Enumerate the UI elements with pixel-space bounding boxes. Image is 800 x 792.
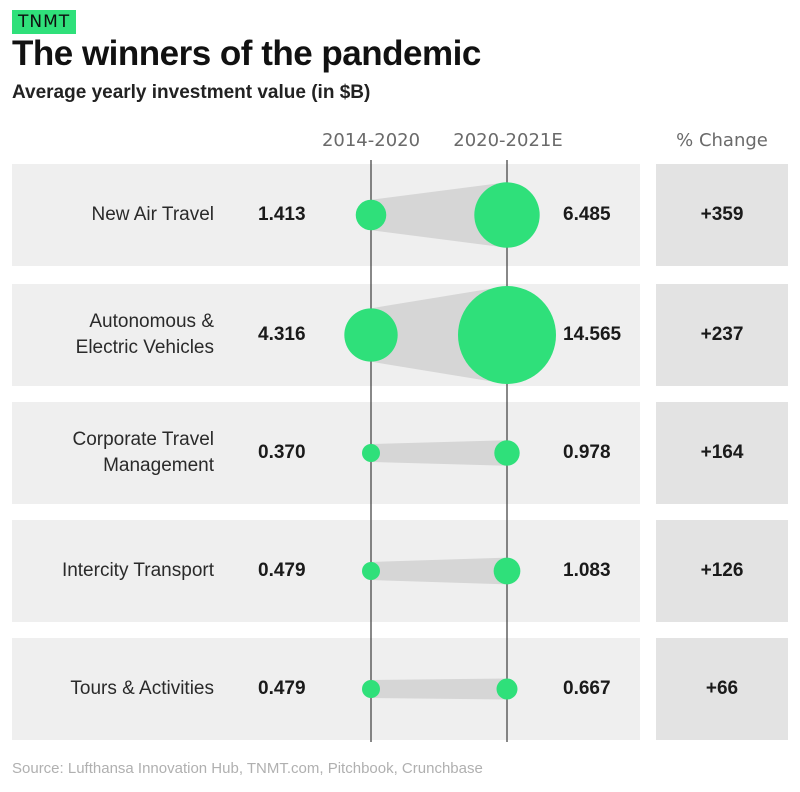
source-note: Source: Lufthansa Innovation Hub, TNMT.c… xyxy=(12,760,483,777)
bubble-2020-2021e xyxy=(458,286,556,384)
percent-change-value: +164 xyxy=(656,402,788,504)
row-background xyxy=(12,520,640,622)
value-2014-2020: 0.479 xyxy=(258,678,306,699)
category-label-line: Intercity Transport xyxy=(61,560,214,581)
percent-change-value: +237 xyxy=(656,284,788,386)
connector-band xyxy=(371,557,507,585)
category-label-line: Autonomous & xyxy=(89,311,214,332)
row-background xyxy=(12,638,640,740)
chart-subtitle: Average yearly investment value (in $B) xyxy=(12,82,371,103)
category-label-line: Corporate Travel xyxy=(72,429,214,450)
bubble-2020-2021e xyxy=(493,557,521,585)
bubble-2014-2020 xyxy=(355,199,387,231)
column-header-2020-2021e: 2020-2021E xyxy=(453,130,563,151)
value-2014-2020: 0.479 xyxy=(258,560,306,581)
value-2020-2021e: 14.565 xyxy=(563,324,622,345)
column-header-percent-change: % Change xyxy=(676,130,768,151)
category-label: Intercity Transport xyxy=(12,520,214,622)
bubble-2020-2021e xyxy=(474,182,540,248)
value-2020-2021e: 6.485 xyxy=(563,204,611,225)
bubble-2014-2020 xyxy=(362,562,380,580)
bubble-2020-2021e xyxy=(496,678,518,700)
category-label-line: Tours & Activities xyxy=(70,678,214,699)
bubble-2014-2020 xyxy=(362,444,380,462)
category-label: Autonomous & Electric Vehicles xyxy=(12,284,214,386)
brand-logo: TNMT xyxy=(12,10,77,34)
bubble-2020-2021e xyxy=(494,440,520,466)
category-label: New Air Travel xyxy=(12,164,214,266)
bubble-2014-2020 xyxy=(344,308,398,362)
value-2014-2020: 1.413 xyxy=(258,204,306,225)
row-background xyxy=(12,402,640,504)
chart-title: The winners of the pandemic xyxy=(12,34,481,73)
percent-change-value: +66 xyxy=(656,638,788,740)
column-header-2014-2020: 2014-2020 xyxy=(321,130,421,151)
connector-band xyxy=(371,182,507,248)
percent-change-value: +126 xyxy=(656,520,788,622)
percent-change-value: +359 xyxy=(656,164,788,266)
category-label: Tours & Activities xyxy=(12,638,214,740)
bubble-2014-2020 xyxy=(362,680,380,698)
category-label-line: Management xyxy=(103,455,214,476)
value-2020-2021e: 0.978 xyxy=(563,442,611,463)
category-label-line: Electric Vehicles xyxy=(75,337,214,358)
value-2014-2020: 0.370 xyxy=(258,442,306,463)
category-label: Corporate Travel Management xyxy=(12,402,214,504)
value-2014-2020: 4.316 xyxy=(258,324,306,345)
connector-band xyxy=(371,440,507,466)
value-2020-2021e: 0.667 xyxy=(563,678,611,699)
category-label-line: New Air Travel xyxy=(91,204,214,225)
connector-band xyxy=(371,678,507,700)
value-2020-2021e: 1.083 xyxy=(563,560,611,581)
